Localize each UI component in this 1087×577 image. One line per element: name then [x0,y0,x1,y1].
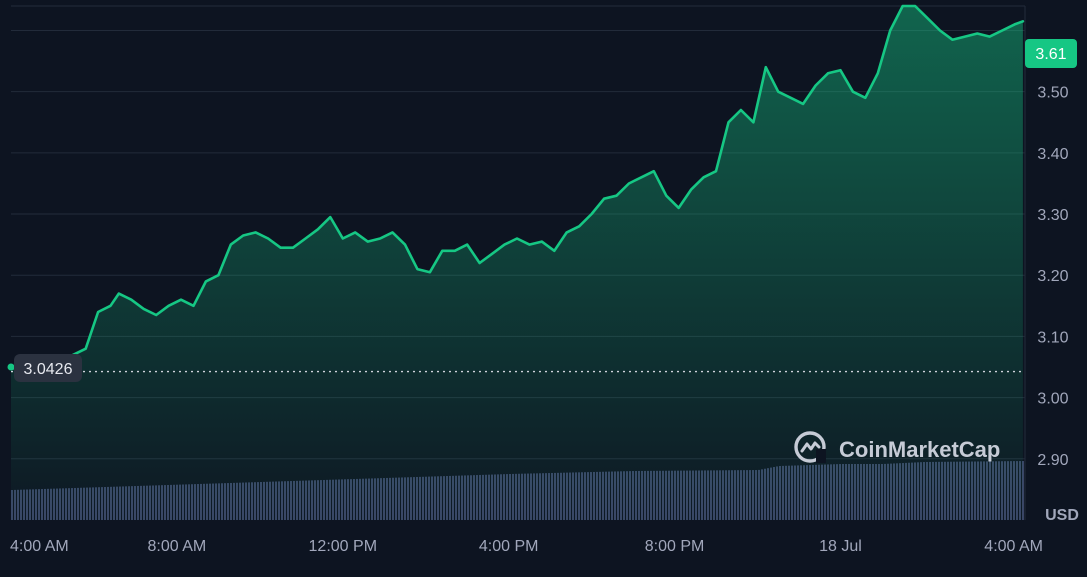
x-tick-label: 8:00 AM [148,538,207,555]
price-line [9,4,1025,375]
x-tick-label: 12:00 PM [309,538,377,555]
y-tick-label: 2.90 [1037,452,1068,469]
volume-bar [1022,461,1024,520]
y-tick-label: 3.40 [1037,146,1068,163]
y-tick-label: 3.50 [1037,85,1068,102]
coinmarketcap-logo-icon [794,431,826,463]
current-price-badge: 3.61 [1025,39,1077,68]
start-price-label: 3.0426 [24,361,73,378]
y-axis-labels: 2.90 3.00 3.10 3.20 3.30 3.40 3.50 [1037,85,1068,469]
brand-watermark: CoinMarketCap [794,431,1000,463]
y-tick-label: 3.20 [1037,268,1068,285]
start-point [7,363,15,371]
x-tick-label: 4:00 AM [10,538,69,555]
y-tick-label: 3.30 [1037,207,1068,224]
x-tick-label: 8:00 PM [645,538,705,555]
x-tick-label: 4:00 PM [479,538,539,555]
x-axis-labels: 4:00 AM 8:00 AM 12:00 PM 4:00 PM 8:00 PM 18 J… [10,538,1043,555]
x-tick-label: 4:00 AM [984,538,1043,555]
y-tick-label: 3.00 [1037,391,1068,408]
current-price-label: 3.61 [1035,46,1066,63]
x-tick-label: 18 Jul [819,538,862,555]
currency-label: USD [1045,507,1079,524]
price-area [11,6,1023,520]
brand-name: CoinMarketCap [839,437,1000,462]
start-price-badge: 3.0426 [14,354,82,382]
y-tick-label: 3.10 [1037,329,1068,346]
